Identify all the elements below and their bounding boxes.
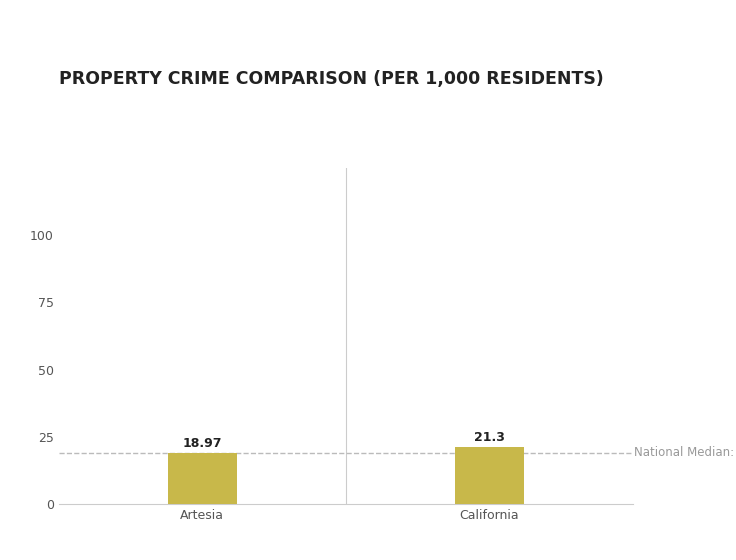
Text: PROPERTY CRIME COMPARISON (PER 1,000 RESIDENTS): PROPERTY CRIME COMPARISON (PER 1,000 RES… xyxy=(59,70,604,88)
Text: National Median: 19: National Median: 19 xyxy=(634,446,736,459)
Text: PROPERTY CRIME: PROPERTY CRIME xyxy=(13,22,231,42)
Bar xyxy=(168,453,237,504)
Bar xyxy=(455,447,524,504)
Text: 18.97: 18.97 xyxy=(183,437,222,450)
Text: 21.3: 21.3 xyxy=(474,431,505,444)
